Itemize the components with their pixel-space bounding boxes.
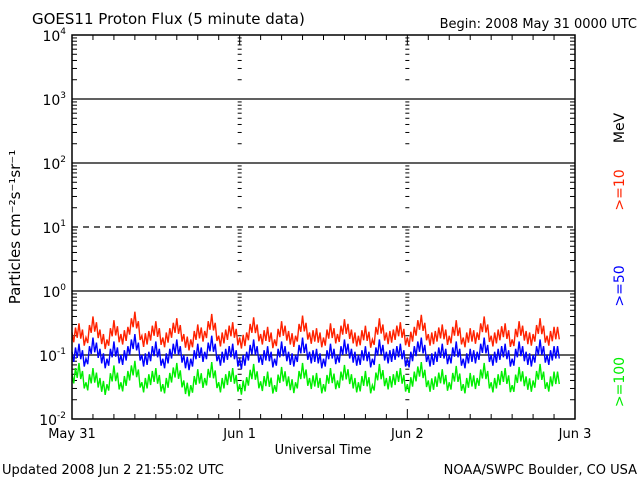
x-tick-label: Jun 1	[222, 427, 256, 442]
x-tick-label: May 31	[48, 427, 96, 442]
y-tick-label: 100	[42, 283, 66, 301]
y-tick-label: 10-2	[39, 411, 66, 429]
series-line-ge10	[71, 311, 560, 351]
series-line-ge100	[71, 360, 560, 397]
x-tick-label: Jun 2	[390, 427, 424, 442]
updated-timestamp: Updated 2008 Jun 2 21:55:02 UTC	[2, 463, 224, 478]
y-tick-labels: 104 103 102 101 100 10-1 10-2	[39, 27, 66, 429]
chart-title: GOES11 Proton Flux (5 minute data)	[32, 10, 305, 28]
y-tick-label: 103	[42, 91, 66, 109]
x-axis-label: Universal Time	[275, 443, 372, 458]
begin-label: Begin: 2008 May 31 0000 UTC	[440, 17, 637, 32]
x-tick-labels: May 31 Jun 1 Jun 2 Jun 3	[48, 427, 591, 442]
legend-ge50: >=50	[612, 265, 628, 306]
series-line-ge50	[71, 333, 560, 371]
plot-grid	[71, 35, 576, 420]
y-tick-label: 102	[42, 155, 66, 173]
legend-ge10: >=10	[612, 169, 628, 210]
credit-label: NOAA/SWPC Boulder, CO USA	[444, 463, 637, 478]
series-group	[71, 311, 560, 397]
y-tick-label: 104	[42, 27, 66, 45]
y-tick-label: 101	[42, 219, 66, 237]
y-axis-label: Particles cm⁻²s⁻¹sr⁻¹	[6, 150, 24, 304]
plot-frame	[71, 34, 576, 420]
x-tick-label: Jun 3	[558, 427, 592, 442]
legend-ge100: >=100	[612, 357, 628, 407]
y-tick-label: 10-1	[39, 347, 66, 365]
units-label: MeV	[612, 112, 628, 143]
